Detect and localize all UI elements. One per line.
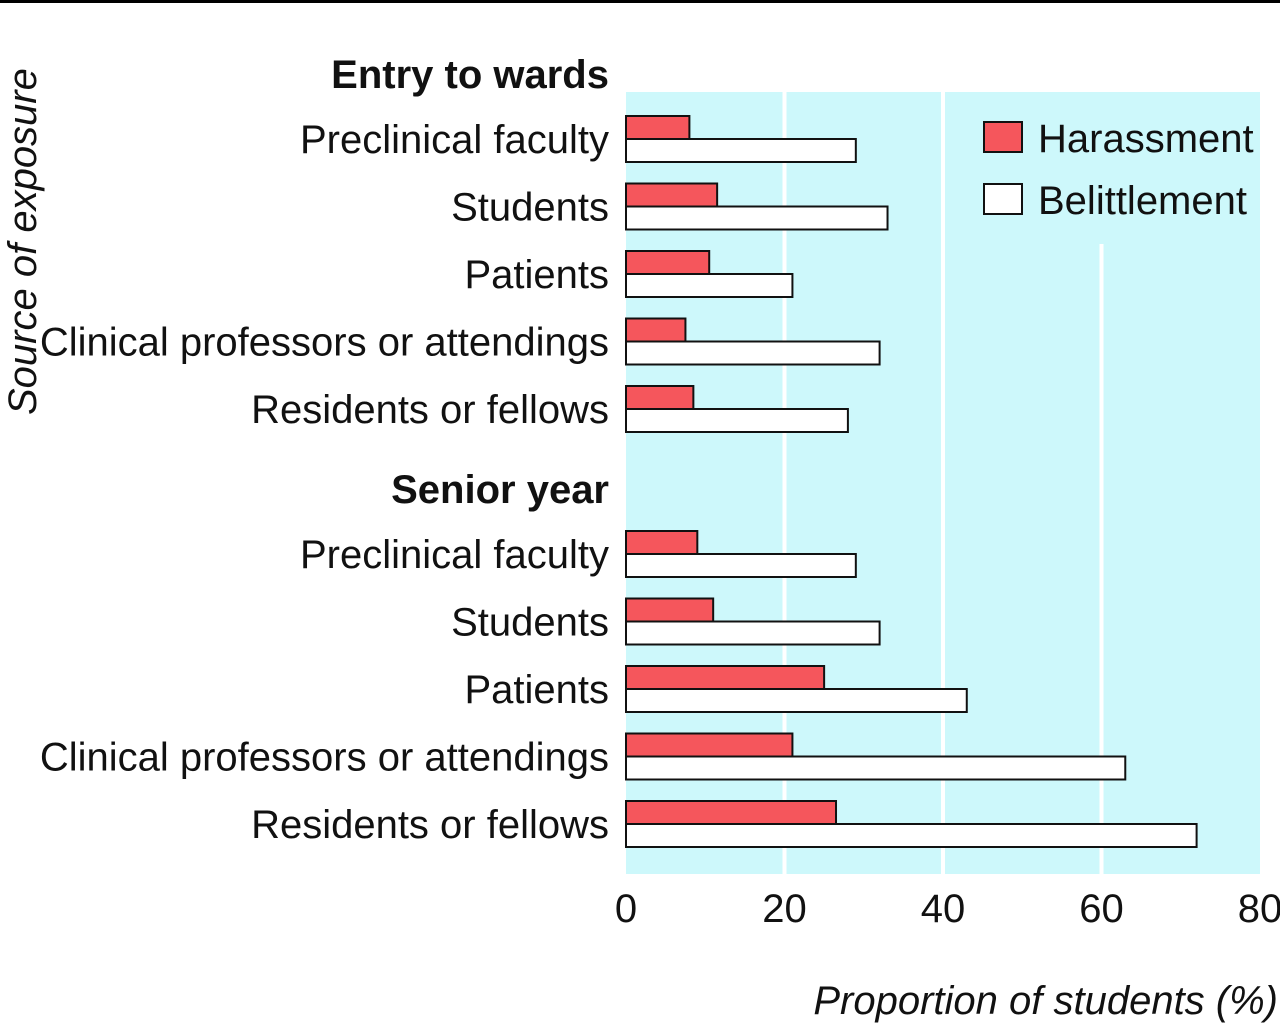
legend-swatch-harassment: [983, 121, 1023, 153]
group-header-0: Entry to wards: [331, 53, 609, 97]
bar-harassment: [625, 597, 715, 623]
legend-label-belittlement: Belittlement: [1038, 179, 1247, 223]
x-axis-ticks: 0 20 40 60 80: [615, 887, 1280, 931]
category-label: Students: [451, 186, 609, 230]
x-tick-label-0: 0: [615, 887, 637, 931]
bars: [625, 115, 1198, 848]
legend: Harassment Belittlement: [983, 117, 1254, 223]
category-label: Clinical professors or attendings: [40, 736, 609, 780]
bar-belittlement: [625, 688, 968, 713]
bar-belittlement: [625, 553, 857, 578]
category-label: Residents or fellows: [251, 803, 609, 847]
bar-belittlement: [625, 620, 881, 646]
legend-label-harassment: Harassment: [1038, 117, 1254, 161]
bar-belittlement: [625, 273, 794, 298]
bar-harassment: [625, 182, 719, 208]
top-rule: [0, 0, 1280, 3]
bar-harassment: [625, 800, 838, 825]
category-label: Preclinical faculty: [300, 118, 609, 162]
bar-belittlement: [625, 340, 881, 366]
bar-belittlement: [625, 408, 849, 433]
x-axis-title: Proportion of students (%): [813, 979, 1278, 1023]
bar-harassment: [625, 317, 687, 343]
category-label: Preclinical faculty: [300, 533, 609, 577]
category-label: Patients: [464, 668, 609, 712]
category-label: Patients: [464, 253, 609, 297]
bar-harassment: [625, 665, 826, 690]
bar-belittlement: [625, 138, 857, 163]
bar-belittlement: [625, 205, 889, 231]
category-label: Residents or fellows: [251, 388, 609, 432]
bar-belittlement: [625, 755, 1127, 781]
category-labels: Entry to wards Preclinical faculty Student…: [40, 53, 609, 847]
bar-belittlement: [625, 823, 1198, 848]
bar-harassment: [625, 732, 794, 758]
y-axis-title: Source of exposure: [1, 68, 45, 415]
x-tick-label-60: 60: [1079, 887, 1124, 931]
x-tick-label-80: 80: [1238, 887, 1280, 931]
x-tick-label-40: 40: [921, 887, 966, 931]
category-label: Students: [451, 601, 609, 645]
group-header-1: Senior year: [391, 468, 609, 512]
bar-harassment: [625, 250, 711, 275]
x-tick-label-20: 20: [762, 887, 807, 931]
bar-harassment: [625, 385, 695, 410]
category-label: Clinical professors or attendings: [40, 321, 609, 365]
bar-harassment: [625, 530, 699, 555]
bar-harassment: [625, 115, 691, 140]
legend-swatch-belittlement: [983, 183, 1023, 215]
